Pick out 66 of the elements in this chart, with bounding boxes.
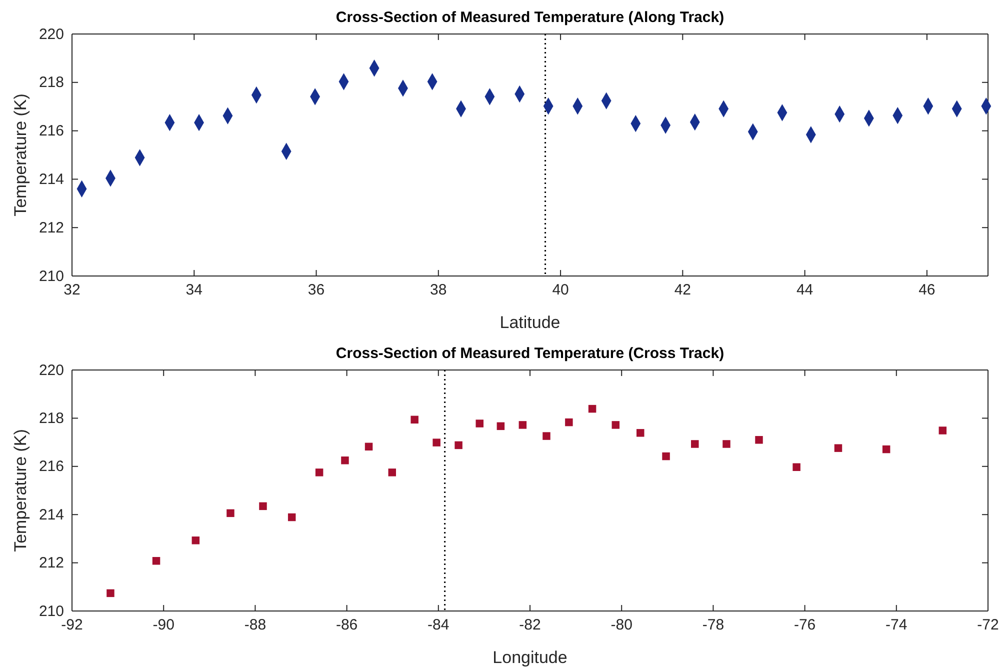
point: [691, 440, 699, 448]
x-tick-label: -92: [61, 616, 83, 634]
y-axis-title: Temperature (K): [11, 429, 30, 552]
chart-title: Cross-Section of Measured Temperature (Cross Track): [336, 345, 724, 362]
point: [938, 426, 947, 434]
y-tick-label: 212: [38, 554, 64, 572]
point: [364, 442, 373, 451]
point: [612, 421, 620, 429]
point: [388, 468, 396, 476]
x-tick-label: -74: [886, 616, 908, 634]
point: [410, 416, 418, 424]
x-tick-label: -90: [152, 616, 174, 634]
x-tick-label: 32: [64, 282, 80, 299]
point: [636, 429, 644, 437]
point: [542, 432, 550, 440]
point: [476, 420, 484, 428]
point: [496, 422, 505, 430]
point: [226, 509, 234, 518]
x-tick-label: -78: [702, 616, 724, 634]
y-tick-label: 214: [38, 506, 64, 524]
point: [432, 438, 440, 446]
y-tick-label: 216: [38, 122, 64, 140]
point: [454, 441, 462, 450]
y-tick-label: 220: [38, 362, 64, 379]
x-tick-label: 44: [796, 282, 814, 299]
x-tick-label: 38: [430, 282, 447, 299]
x-tick-label: -82: [519, 616, 541, 634]
y-tick-label: 220: [38, 26, 64, 43]
y-tick-label: 218: [38, 410, 64, 427]
point: [518, 421, 527, 429]
chart-title: Cross-Section of Measured Temperature (Along Track): [336, 9, 724, 26]
point: [588, 404, 596, 413]
y-tick-label: 210: [38, 602, 64, 620]
point: [662, 452, 670, 460]
point: [288, 513, 296, 522]
point: [755, 436, 763, 444]
point: [341, 456, 349, 464]
point: [315, 468, 324, 476]
point: [259, 502, 267, 510]
y-tick-label: 212: [38, 219, 64, 236]
y-tick-label: 210: [38, 268, 64, 285]
x-tick-label: -84: [428, 616, 450, 634]
point: [882, 445, 890, 454]
point: [722, 440, 730, 448]
y-tick-label: 216: [38, 458, 64, 476]
point: [152, 557, 160, 565]
y-tick-label: 218: [38, 74, 64, 92]
point: [106, 589, 114, 598]
point: [834, 444, 842, 452]
x-tick-label: -72: [977, 616, 999, 634]
x-tick-label: -88: [244, 616, 266, 634]
x-tick-label: -86: [336, 616, 358, 634]
x-tick-label: 42: [674, 282, 692, 299]
x-tick-label: -80: [610, 616, 632, 634]
x-axis-title: Longitude: [492, 648, 568, 667]
x-axis-title: Latitude: [500, 313, 560, 332]
x-tick-label: 46: [918, 282, 936, 299]
y-tick-label: 214: [38, 171, 64, 188]
x-tick-label: 34: [186, 282, 202, 299]
point: [565, 418, 573, 426]
x-tick-label: 36: [308, 282, 325, 299]
x-tick-label: -76: [794, 616, 816, 634]
point: [192, 536, 200, 544]
y-axis-title: Temperature (K): [11, 94, 30, 216]
x-tick-label: 40: [552, 282, 569, 299]
point: [792, 463, 800, 471]
